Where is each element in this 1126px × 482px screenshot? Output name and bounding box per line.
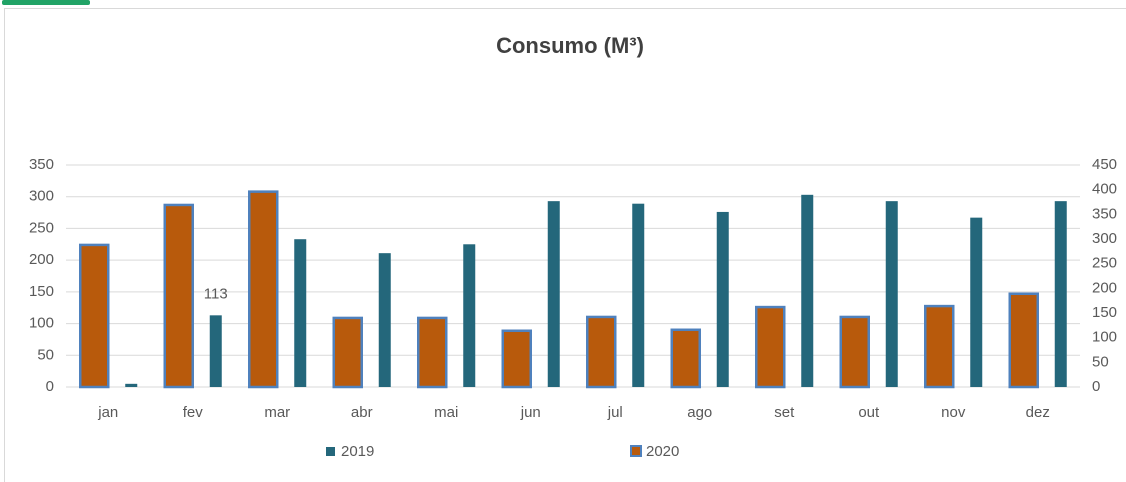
x-tick-label: jan bbox=[97, 404, 118, 421]
bar-2020 bbox=[501, 329, 532, 389]
x-tick-label: dez bbox=[1026, 404, 1050, 421]
bar-2019 bbox=[1054, 201, 1067, 387]
y2-tick-label: 50 bbox=[1092, 353, 1109, 370]
y-tick-label: 100 bbox=[29, 315, 54, 332]
y2-tick-label: 250 bbox=[1092, 255, 1117, 272]
bar-2020 bbox=[248, 190, 279, 389]
x-tick-label: out bbox=[858, 404, 880, 421]
bar-2019 bbox=[463, 244, 476, 387]
bars bbox=[79, 190, 1067, 389]
legend-swatch bbox=[326, 447, 335, 456]
bar-2019 bbox=[885, 201, 898, 387]
y-tick-label: 300 bbox=[29, 188, 54, 205]
legend-label: 2019 bbox=[341, 443, 374, 460]
bar-2020 bbox=[417, 316, 448, 389]
bar-2020 bbox=[1008, 292, 1039, 389]
x-tick-label: mar bbox=[264, 404, 290, 421]
y-tick-label: 50 bbox=[37, 346, 54, 363]
bar-2019 bbox=[632, 203, 645, 387]
x-tick-label: mai bbox=[434, 404, 458, 421]
bar-2020 bbox=[755, 305, 786, 389]
y2-tick-label: 350 bbox=[1092, 205, 1117, 222]
chart-frame bbox=[4, 8, 1126, 482]
bar-2019 bbox=[547, 201, 560, 387]
tab-indicator bbox=[2, 0, 90, 5]
bar-2019 bbox=[378, 253, 391, 387]
bar-2020 bbox=[163, 203, 194, 389]
y2-tick-label: 450 bbox=[1092, 156, 1117, 173]
bar-2020 bbox=[586, 315, 617, 389]
bar-2020 bbox=[332, 316, 363, 389]
y-tick-label: 150 bbox=[29, 283, 54, 300]
x-tick-label: jul bbox=[607, 404, 623, 421]
bar-2020 bbox=[839, 315, 870, 389]
bar-2020 bbox=[670, 328, 701, 389]
x-tick-label: nov bbox=[941, 404, 966, 421]
y-tick-label: 0 bbox=[46, 378, 54, 395]
legend-swatch bbox=[630, 445, 642, 457]
y2-tick-label: 150 bbox=[1092, 304, 1117, 321]
x-tick-label: fev bbox=[183, 404, 204, 421]
grid bbox=[66, 164, 1080, 388]
y2-tick-label: 300 bbox=[1092, 230, 1117, 247]
x-tick-label: abr bbox=[351, 404, 373, 421]
y-tick-label: 200 bbox=[29, 251, 54, 268]
y2-tick-label: 400 bbox=[1092, 181, 1117, 198]
x-tick-label: jun bbox=[520, 404, 541, 421]
bar-2019 bbox=[209, 315, 222, 387]
y2-tick-label: 100 bbox=[1092, 329, 1117, 346]
x-tick-label: set bbox=[774, 404, 795, 421]
bar-2020 bbox=[924, 304, 955, 389]
bar-2019 bbox=[970, 217, 983, 387]
legend-label: 2020 bbox=[646, 443, 679, 460]
bar-2019 bbox=[716, 211, 729, 387]
x-tick-label: ago bbox=[687, 404, 712, 421]
bar-2019 bbox=[294, 239, 307, 387]
data-label: 113 bbox=[204, 285, 228, 302]
y2-tick-label: 0 bbox=[1092, 378, 1100, 395]
bar-2019 bbox=[125, 383, 138, 387]
y-tick-label: 350 bbox=[29, 156, 54, 173]
y2-tick-label: 200 bbox=[1092, 279, 1117, 296]
chart-title: Consumo (M³) bbox=[496, 33, 644, 58]
bar-2020 bbox=[79, 243, 110, 389]
bar-2019 bbox=[801, 194, 814, 387]
y-tick-label: 250 bbox=[29, 219, 54, 236]
